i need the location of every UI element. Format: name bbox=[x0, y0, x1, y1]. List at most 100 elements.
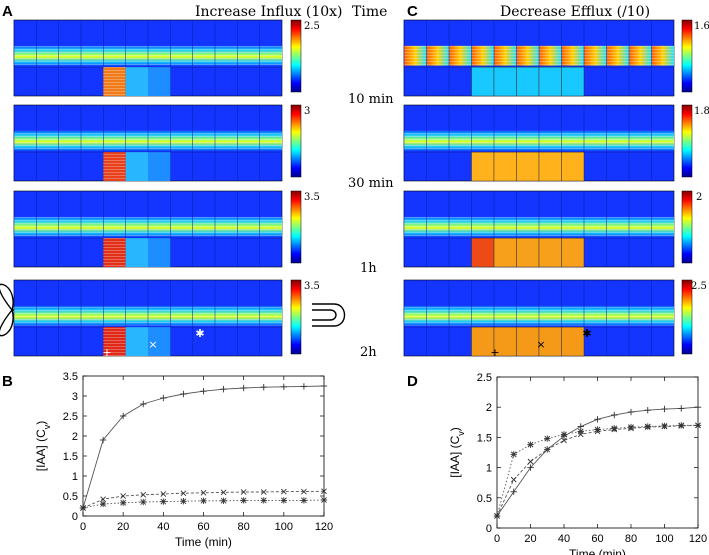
data-point-plus bbox=[160, 394, 167, 402]
stripe-lines bbox=[103, 45, 126, 66]
stripe-lines bbox=[170, 130, 193, 151]
data-point-star bbox=[140, 498, 147, 506]
data-point-plus bbox=[140, 400, 147, 408]
marker-stroke bbox=[200, 489, 207, 496]
marker-stroke bbox=[160, 498, 167, 505]
data-point-star bbox=[220, 497, 227, 504]
data-point-cross bbox=[120, 493, 127, 499]
y-tick-label: 2.5 bbox=[63, 411, 78, 423]
data-point-plus bbox=[280, 383, 288, 390]
x-axis-label: Time (min) bbox=[569, 547, 626, 555]
stripe-lines bbox=[494, 305, 517, 326]
stripe-lines bbox=[539, 305, 562, 326]
stripe-lines bbox=[561, 216, 584, 237]
marker-stroke bbox=[510, 451, 517, 458]
data-point-star bbox=[594, 426, 601, 433]
stripe-lines bbox=[651, 45, 674, 66]
marker-stroke bbox=[661, 423, 668, 429]
data-point-plus bbox=[694, 404, 702, 411]
marker-stroke bbox=[494, 513, 500, 519]
marker-plus: + bbox=[102, 346, 111, 359]
x-tick-label: 100 bbox=[655, 533, 673, 545]
y-tick-label: 1.5 bbox=[63, 451, 78, 463]
stripe-lines bbox=[81, 216, 104, 237]
stripe-lines bbox=[192, 305, 215, 326]
colorbar-a-3 bbox=[290, 190, 302, 264]
marker-stroke bbox=[544, 435, 551, 442]
marker-stroke bbox=[321, 497, 327, 503]
marker-stroke bbox=[240, 497, 247, 504]
y-tick-label: 0.5 bbox=[477, 493, 492, 505]
stripe-lines bbox=[539, 130, 562, 151]
data-point-star bbox=[160, 498, 167, 505]
x-tick-label: 60 bbox=[591, 533, 603, 545]
y-tick-label: 1 bbox=[486, 463, 492, 475]
hot-cell bbox=[516, 151, 540, 182]
stripe-lines bbox=[629, 130, 652, 151]
stripe-lines bbox=[237, 305, 260, 326]
marker-stroke bbox=[527, 441, 534, 448]
data-point-cross bbox=[180, 490, 187, 497]
y-tick-label: 2 bbox=[486, 402, 492, 414]
data-point-star bbox=[527, 441, 534, 448]
stripe-lines bbox=[103, 305, 126, 326]
marker-stroke bbox=[527, 458, 534, 465]
marker-stroke bbox=[280, 497, 287, 504]
stripe-lines bbox=[259, 130, 282, 151]
marker-stroke bbox=[180, 498, 187, 505]
data-point-plus bbox=[594, 416, 601, 423]
data-point-plus bbox=[527, 464, 534, 471]
stripe-lines bbox=[584, 216, 607, 237]
heatmap-tile-c-4 bbox=[403, 279, 675, 357]
stripe-lines bbox=[561, 305, 584, 326]
x-tick-label: 40 bbox=[558, 533, 570, 545]
x-tick-label: 0 bbox=[494, 533, 500, 545]
stripe-lines bbox=[404, 216, 427, 237]
colorbars-a: 2.5 3 3.5 3.5 bbox=[290, 19, 320, 355]
stripe-lines bbox=[192, 130, 215, 151]
stripe-lines bbox=[606, 45, 629, 66]
data-point-star bbox=[493, 512, 501, 520]
data-point-cross bbox=[100, 496, 106, 503]
stripe-lines bbox=[58, 45, 81, 66]
colorbar-c-4 bbox=[681, 279, 693, 355]
colorbar-a-1 bbox=[290, 19, 302, 93]
colorbar-a-2-max: 3 bbox=[304, 106, 310, 117]
hot-cell bbox=[471, 151, 495, 182]
marker-stroke bbox=[561, 437, 567, 444]
stripe-lines bbox=[237, 45, 260, 66]
marker-stroke bbox=[140, 491, 147, 498]
stripe-lines bbox=[81, 305, 104, 326]
stripe-lines bbox=[561, 45, 584, 66]
x-tick-label: 80 bbox=[625, 533, 637, 545]
data-point-plus bbox=[661, 405, 668, 413]
stripe-lines bbox=[516, 305, 539, 326]
data-point-plus bbox=[627, 408, 635, 416]
data-point-cross bbox=[240, 489, 247, 495]
hot-cell bbox=[493, 66, 517, 97]
data-point-cross bbox=[200, 489, 207, 496]
data-point-star bbox=[510, 451, 517, 458]
hot-cell bbox=[471, 66, 495, 97]
data-point-cross bbox=[260, 489, 267, 495]
warm-cell bbox=[148, 327, 171, 356]
data-point-cross bbox=[510, 476, 517, 483]
stripe-lines bbox=[125, 216, 148, 237]
stripe-lines bbox=[471, 130, 494, 151]
x-tick-label: 20 bbox=[524, 533, 536, 545]
time-label-2h: 2h bbox=[360, 345, 377, 360]
stripe-lines bbox=[103, 216, 126, 237]
stripe-lines bbox=[629, 45, 652, 66]
stripe-lines bbox=[516, 45, 539, 66]
stripe-lines bbox=[14, 216, 37, 237]
marker-stroke bbox=[120, 499, 127, 506]
hot-cell-lines bbox=[103, 327, 126, 356]
warm-cell bbox=[125, 238, 148, 267]
data-point-star bbox=[694, 422, 702, 429]
stripe-lines bbox=[14, 305, 37, 326]
plot-frame bbox=[496, 376, 699, 529]
hot-cell bbox=[561, 326, 585, 357]
data-point-cross bbox=[321, 488, 327, 495]
stripe-lines bbox=[58, 216, 81, 237]
data-point-star bbox=[678, 422, 685, 429]
